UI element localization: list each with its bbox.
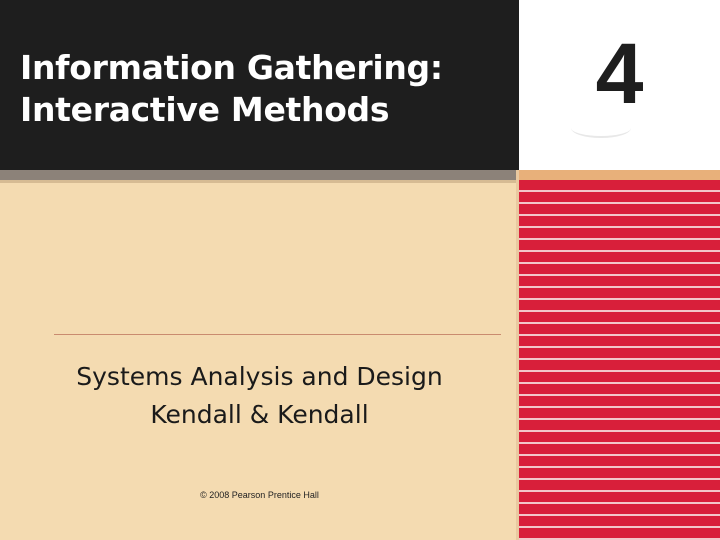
chapter-block: 4 [519,0,720,170]
slide-title-line-1: Information Gathering: [20,48,443,87]
copyright-notice: © 2008 Pearson Prentice Hall [200,490,319,500]
decorative-swoosh [571,118,631,138]
gray-band [0,170,519,180]
red-column-top [519,170,720,180]
horizontal-rule [54,334,501,335]
book-title: Systems Analysis and Design [76,362,443,391]
slide-title-line-2: Interactive Methods [20,90,390,129]
title-block: Information Gathering: Interactive Metho… [0,0,519,170]
book-authors: Kendall & Kendall [150,400,369,429]
gray-band-shadow [0,180,519,183]
red-striped-column [519,170,720,540]
red-stripes [519,180,720,540]
chapter-number: 4 [595,26,644,122]
column-divider [516,170,519,540]
